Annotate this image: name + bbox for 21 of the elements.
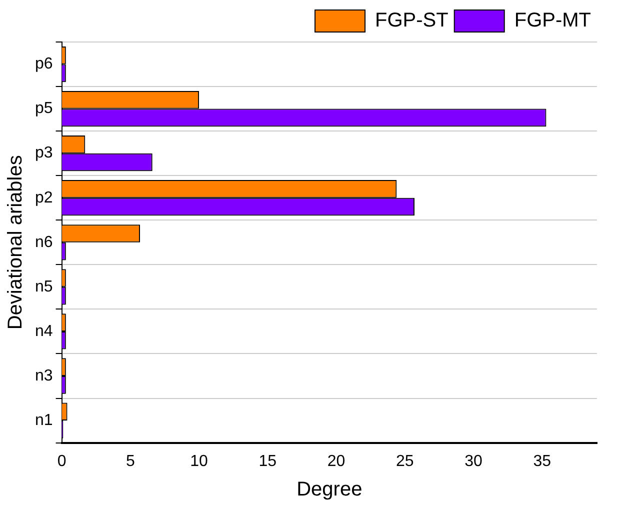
x-tick-label: 5: [126, 452, 135, 470]
x-tick-label: 15: [258, 452, 277, 470]
y-tick-label: n4: [35, 322, 53, 340]
y-tick-label: n6: [35, 234, 53, 251]
x-axis-title: Degree: [296, 478, 362, 501]
x-tick-label: 35: [533, 452, 552, 470]
x-tick-label: 30: [464, 452, 482, 470]
y-tick-label: n5: [35, 278, 53, 296]
y-tick-label: p2: [35, 189, 53, 206]
y-tick-label: p3: [35, 144, 53, 162]
y-tick-label: n3: [35, 367, 53, 384]
y-axis-title: Deviational ariables: [4, 155, 27, 330]
x-tick-label: 20: [327, 452, 346, 470]
y-tick-label: p5: [35, 100, 53, 118]
y-tick-label: n1: [35, 412, 53, 429]
legend-label: FGP-MT: [514, 10, 592, 32]
y-tick-label: p6: [35, 56, 53, 73]
x-tick-label: 0: [57, 452, 66, 470]
legend-label: FGP-ST: [375, 10, 448, 32]
x-tick-label: 10: [190, 452, 208, 470]
x-tick-label: 25: [396, 452, 414, 470]
